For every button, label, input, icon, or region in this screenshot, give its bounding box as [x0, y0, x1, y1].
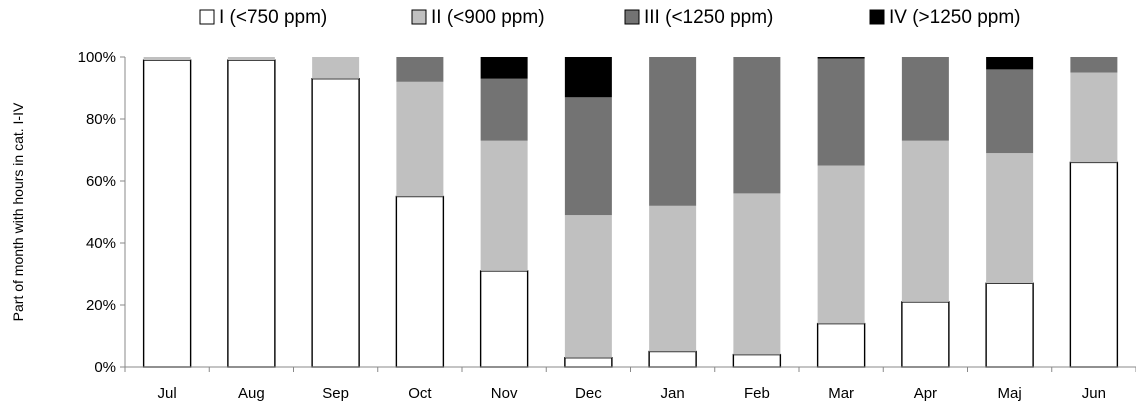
bar-segment [901, 57, 949, 141]
legend-item: IV (>1250 ppm) [869, 7, 1021, 28]
bar-segment [564, 57, 612, 98]
legend-swatch [624, 9, 640, 25]
bar-segment [479, 270, 529, 368]
bar-segment [227, 57, 275, 61]
legend-item: II (<900 ppm) [411, 7, 545, 28]
legend-item: I (<750 ppm) [199, 7, 327, 28]
y-tick-label: 0% [94, 359, 116, 376]
bar-segment [564, 215, 612, 358]
bar-segment [564, 97, 612, 216]
bar-segment [564, 357, 613, 368]
x-tick-label: Maj [998, 385, 1022, 402]
bar-segment [1069, 161, 1119, 368]
bar-segment [986, 153, 1034, 284]
bar-segment [985, 282, 1034, 368]
bar-segment [395, 195, 445, 368]
x-tick-label: Sep [322, 385, 349, 402]
x-tick-label: Nov [491, 385, 518, 402]
bar-segment [1070, 57, 1118, 73]
y-tick-label: 80% [86, 111, 116, 128]
bar-segment [227, 59, 276, 368]
bar-segment [816, 322, 866, 368]
bar-segment [649, 57, 697, 206]
y-tick-label: 20% [86, 297, 116, 314]
bar-segment [649, 205, 697, 352]
y-tick-label: 100% [78, 49, 116, 66]
x-tick-label: Feb [744, 385, 770, 402]
x-tick-label: Jul [158, 385, 177, 402]
legend: I (<750 ppm) II (<900 ppm) III (<1250 ppm)… [199, 7, 1021, 28]
legend-label: I (<750 ppm) [219, 7, 327, 28]
bar-segment [986, 69, 1034, 154]
bar-segment [733, 193, 781, 355]
axes: 0% 20% 40% 60% 80% 100% Jul Aug Sep Oct Nov Dec Jan F… [78, 49, 1136, 402]
bar-segment [901, 301, 950, 368]
x-tick-label: Aug [238, 385, 265, 402]
bar-segment [817, 58, 865, 166]
bar-segment [986, 57, 1034, 70]
bar-segment [480, 78, 528, 141]
x-tick-label: Oct [408, 385, 432, 402]
bar-segment [817, 165, 865, 324]
bar-segment [143, 57, 191, 61]
y-axis-label: Part of month with hours in cat. I-IV [10, 102, 26, 321]
bar-segment [901, 140, 949, 302]
bar-segment [648, 350, 697, 368]
bar-segment [480, 140, 528, 271]
legend-swatch [869, 9, 885, 25]
x-tick-label: Mar [828, 385, 854, 402]
bar-segment [732, 353, 782, 368]
bar-segment [396, 57, 444, 82]
bar-segment [396, 81, 444, 197]
x-tick-label: Jan [661, 385, 685, 402]
legend-swatch [411, 9, 427, 25]
y-tick-label: 60% [86, 173, 116, 190]
y-tick-label: 40% [86, 235, 116, 252]
legend-item: III (<1250 ppm) [624, 7, 773, 28]
legend-label: IV (>1250 ppm) [889, 7, 1021, 28]
bar-segment [1070, 72, 1118, 163]
legend-label: II (<900 ppm) [431, 7, 545, 28]
bar-segment [142, 59, 192, 368]
legend-label: III (<1250 ppm) [644, 7, 773, 28]
bar-segment [817, 57, 865, 59]
bars [142, 57, 1119, 368]
bar-segment [480, 57, 528, 79]
bar-segment [311, 77, 360, 368]
bar-segment [733, 57, 781, 194]
bar-segment [312, 57, 360, 79]
x-tick-label: Jun [1082, 385, 1106, 402]
x-tick-label: Apr [914, 385, 937, 402]
x-tick-label: Dec [575, 385, 602, 402]
legend-swatch [199, 9, 215, 25]
